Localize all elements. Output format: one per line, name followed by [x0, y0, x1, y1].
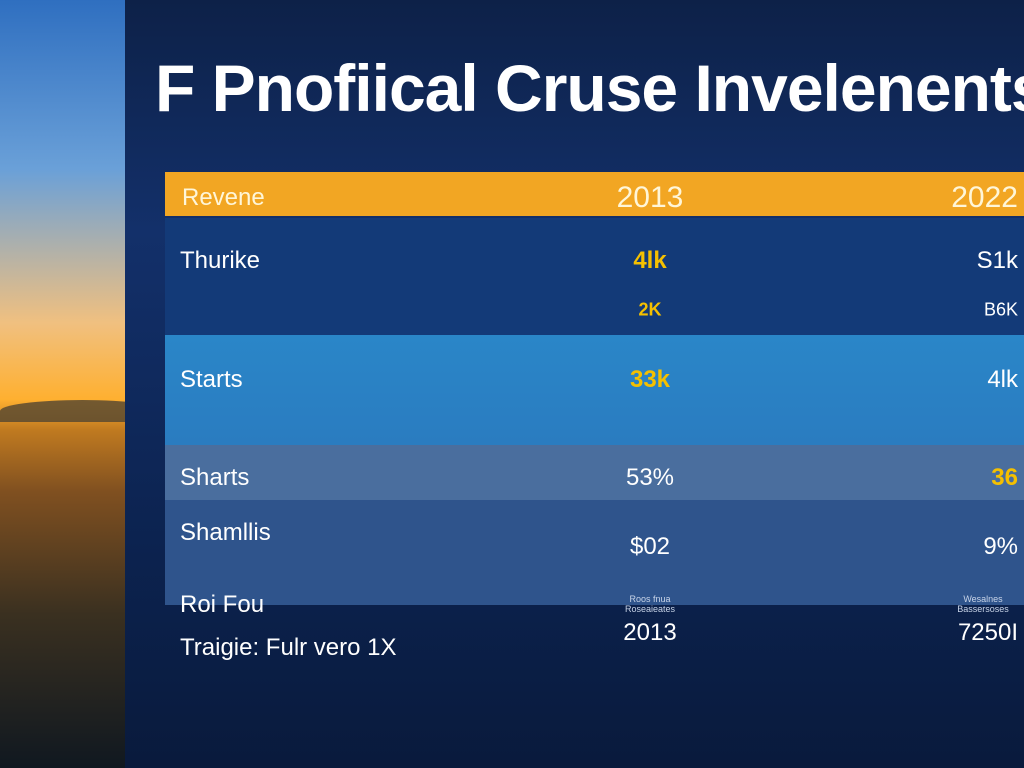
cell: 4lk [633, 247, 667, 274]
row-label: Sharts [180, 464, 250, 491]
cell: B6K [983, 299, 1018, 320]
row-label: Thurike [180, 247, 261, 274]
row-band [165, 335, 1024, 445]
header-bar [165, 172, 1024, 216]
cell: 2013 [623, 619, 677, 646]
cell: 7250I [957, 619, 1018, 646]
cell: Roos fnua Roseaieates [624, 594, 676, 614]
header-cell: 2013 [616, 181, 684, 214]
cell: 4lk [987, 366, 1018, 393]
title: F Pnofiical Cruse Invelenents [155, 51, 1024, 125]
row-label: Shamllis [180, 519, 271, 546]
row-label: Traigie: Fulr vero 1X [180, 634, 397, 661]
row-band [165, 218, 1024, 335]
cell: Wesalnes Bassersoses [957, 594, 1009, 614]
cell: $02 [629, 533, 671, 560]
row-label: Starts [180, 366, 243, 393]
sunset-photo [0, 0, 125, 768]
cell: 36 [991, 464, 1018, 491]
row-label: Roi Fou [180, 591, 265, 618]
header-cell: Revene [182, 184, 265, 211]
header-cell: 2022 [951, 181, 1018, 214]
cell: 33k [629, 366, 671, 393]
cell: S1k [976, 247, 1018, 274]
island [0, 400, 165, 422]
row-band [165, 445, 1024, 500]
cell: 2K [638, 299, 662, 320]
row-band [165, 500, 1024, 605]
cell: 9% [983, 533, 1018, 560]
cell: 53% [625, 464, 675, 491]
